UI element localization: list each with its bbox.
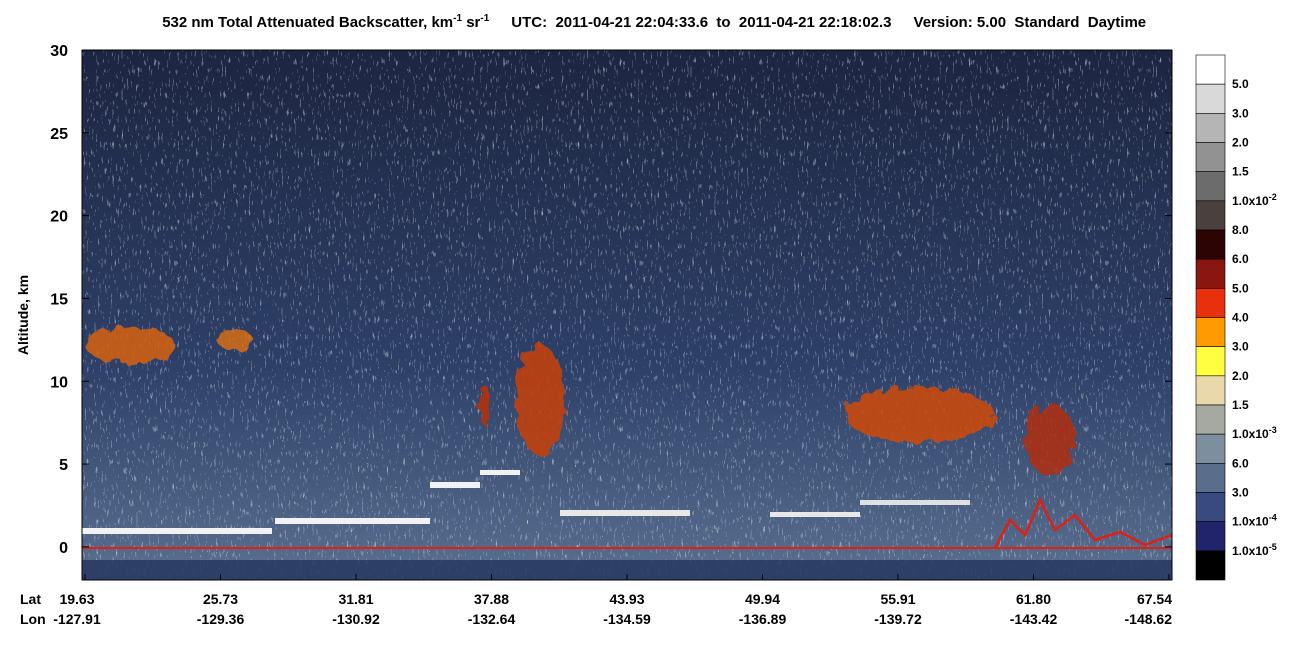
x-tick-label-lat: 61.80 — [1016, 591, 1051, 607]
colorbar-segment — [1195, 317, 1226, 347]
x-tick-label-lat: 55.91 — [880, 591, 915, 607]
y-tick-label: 30 — [50, 43, 68, 60]
colorbar-segment — [1195, 346, 1226, 377]
backscatter-image — [82, 50, 1172, 580]
colorbar-segment — [1195, 83, 1226, 114]
title-version: Version: 5.00 Standard Daytime — [914, 14, 1147, 31]
surface-line — [993, 497, 1172, 549]
colorbar-segment — [1195, 550, 1226, 581]
colorbar-label-exp: -5 — [1269, 542, 1277, 552]
colorbar-segment — [1195, 404, 1226, 435]
colorbar-label: 1.0x10-5 — [1232, 542, 1277, 558]
cloud — [515, 345, 565, 455]
x-tick-label-lat: 43.93 — [609, 591, 644, 607]
cloud — [1025, 405, 1075, 475]
layer — [770, 512, 860, 517]
colorbar-segment — [1195, 54, 1226, 85]
y-tick-label: 10 — [50, 374, 68, 391]
x-title-lat: Lat — [20, 591, 41, 607]
layer — [860, 500, 970, 505]
colorbar-label: 1.5 — [1232, 165, 1249, 179]
title-text: 532 nm Total Attenuated Backscatter, km — [162, 14, 453, 31]
colorbar-label: 3.0 — [1232, 340, 1249, 354]
cloud-features — [85, 327, 1075, 475]
layer — [430, 482, 480, 488]
x-tick-label-lon: -132.64 — [468, 611, 516, 627]
subsurface — [82, 560, 1172, 580]
colorbar-label-exp: -3 — [1269, 425, 1277, 435]
cloud — [479, 385, 491, 425]
title-sup: -1 — [453, 13, 462, 24]
colorbar-segment — [1195, 113, 1226, 143]
colorbar-segment — [1195, 463, 1226, 493]
colorbar-label-exp: -2 — [1269, 192, 1277, 202]
colorbar-label-base: 1.0x10 — [1232, 427, 1269, 441]
colorbar-label-base: 1.0x10 — [1232, 194, 1269, 208]
colorbar-label: 5.0 — [1232, 77, 1249, 91]
x-tick-label-lon: -130.92 — [332, 611, 380, 627]
layer — [275, 518, 430, 524]
colorbar-segment — [1195, 375, 1226, 406]
colorbar-label: 1.5 — [1232, 398, 1249, 412]
layer — [560, 510, 690, 516]
colorbar-segment — [1195, 288, 1226, 318]
cloud — [845, 387, 995, 443]
colorbar-label-exp: -4 — [1269, 513, 1277, 523]
colorbar-segment — [1195, 171, 1226, 202]
layer — [82, 528, 272, 534]
colorbar-segment — [1195, 492, 1226, 522]
colorbar-label: 2.0 — [1232, 136, 1249, 150]
chart-title: 532 nm Total Attenuated Backscatter, km-… — [141, 13, 1158, 31]
colorbar-segment — [1195, 258, 1226, 289]
title-utc: UTC: 2011-04-21 22:04:33.6 to 2011-04-21… — [511, 14, 891, 31]
colorbar-segment — [1195, 142, 1226, 172]
title-sup: -1 — [480, 13, 489, 24]
colorbar-label: 1.0x10-4 — [1232, 513, 1277, 529]
x-tick-label-lon: -134.59 — [603, 611, 651, 627]
colorbar-label: 1.0x10-3 — [1232, 425, 1277, 441]
x-tick-label-lat: 19.63 — [59, 591, 94, 607]
x-tick-label-lon: -143.42 — [1010, 611, 1058, 627]
colorbar-label-base: 1.0x10 — [1232, 515, 1269, 529]
colorbar-segment — [1195, 433, 1226, 464]
y-tick-label: 25 — [50, 126, 68, 143]
colorbar-segment — [1195, 521, 1226, 552]
title-text: sr — [462, 14, 481, 31]
noise-yellow — [82, 50, 1172, 580]
x-tick-label-lat: 25.73 — [203, 591, 238, 607]
colorbar-label: 2.0 — [1232, 369, 1249, 383]
colorbar-label: 3.0 — [1232, 486, 1249, 500]
x-tick-label-lon: -127.91 — [53, 611, 101, 627]
layer — [480, 470, 520, 475]
x-title-lon: Lon — [20, 611, 46, 627]
x-tick-label-lon: -136.89 — [739, 611, 787, 627]
cloud — [217, 330, 253, 350]
y-tick-label: 20 — [50, 209, 68, 226]
y-tick-label: 15 — [50, 291, 68, 308]
y-axis-label: Altitude, km — [15, 275, 31, 355]
colorbar-label: 6.0 — [1232, 456, 1249, 470]
x-tick-label-lon: -139.72 — [874, 611, 922, 627]
x-tick-label-lat: 49.94 — [745, 591, 780, 607]
colorbar-label: 5.0 — [1232, 281, 1249, 295]
x-tick-label-lon: -148.62 — [1125, 611, 1173, 627]
y-tick-label: 0 — [59, 540, 68, 557]
colorbar-label: 1.0x10-2 — [1232, 192, 1277, 208]
x-tick-label-lat: 37.88 — [474, 591, 509, 607]
colorbar-label: 4.0 — [1232, 311, 1249, 325]
cloud — [85, 327, 175, 363]
colorbar-label: 8.0 — [1232, 223, 1249, 237]
colorbar-label: 3.0 — [1232, 106, 1249, 120]
y-tick-label: 5 — [59, 457, 68, 474]
x-tick-label-lat: 67.54 — [1137, 591, 1172, 607]
x-tick-label-lon: -129.36 — [197, 611, 245, 627]
surface-layers — [82, 470, 1172, 580]
x-tick-label-lat: 31.81 — [338, 591, 373, 607]
colorbar-segment — [1195, 229, 1226, 260]
colorbar-label: 6.0 — [1232, 252, 1249, 266]
colorbar-segment — [1195, 200, 1226, 231]
colorbar-label-base: 1.0x10 — [1232, 544, 1269, 558]
